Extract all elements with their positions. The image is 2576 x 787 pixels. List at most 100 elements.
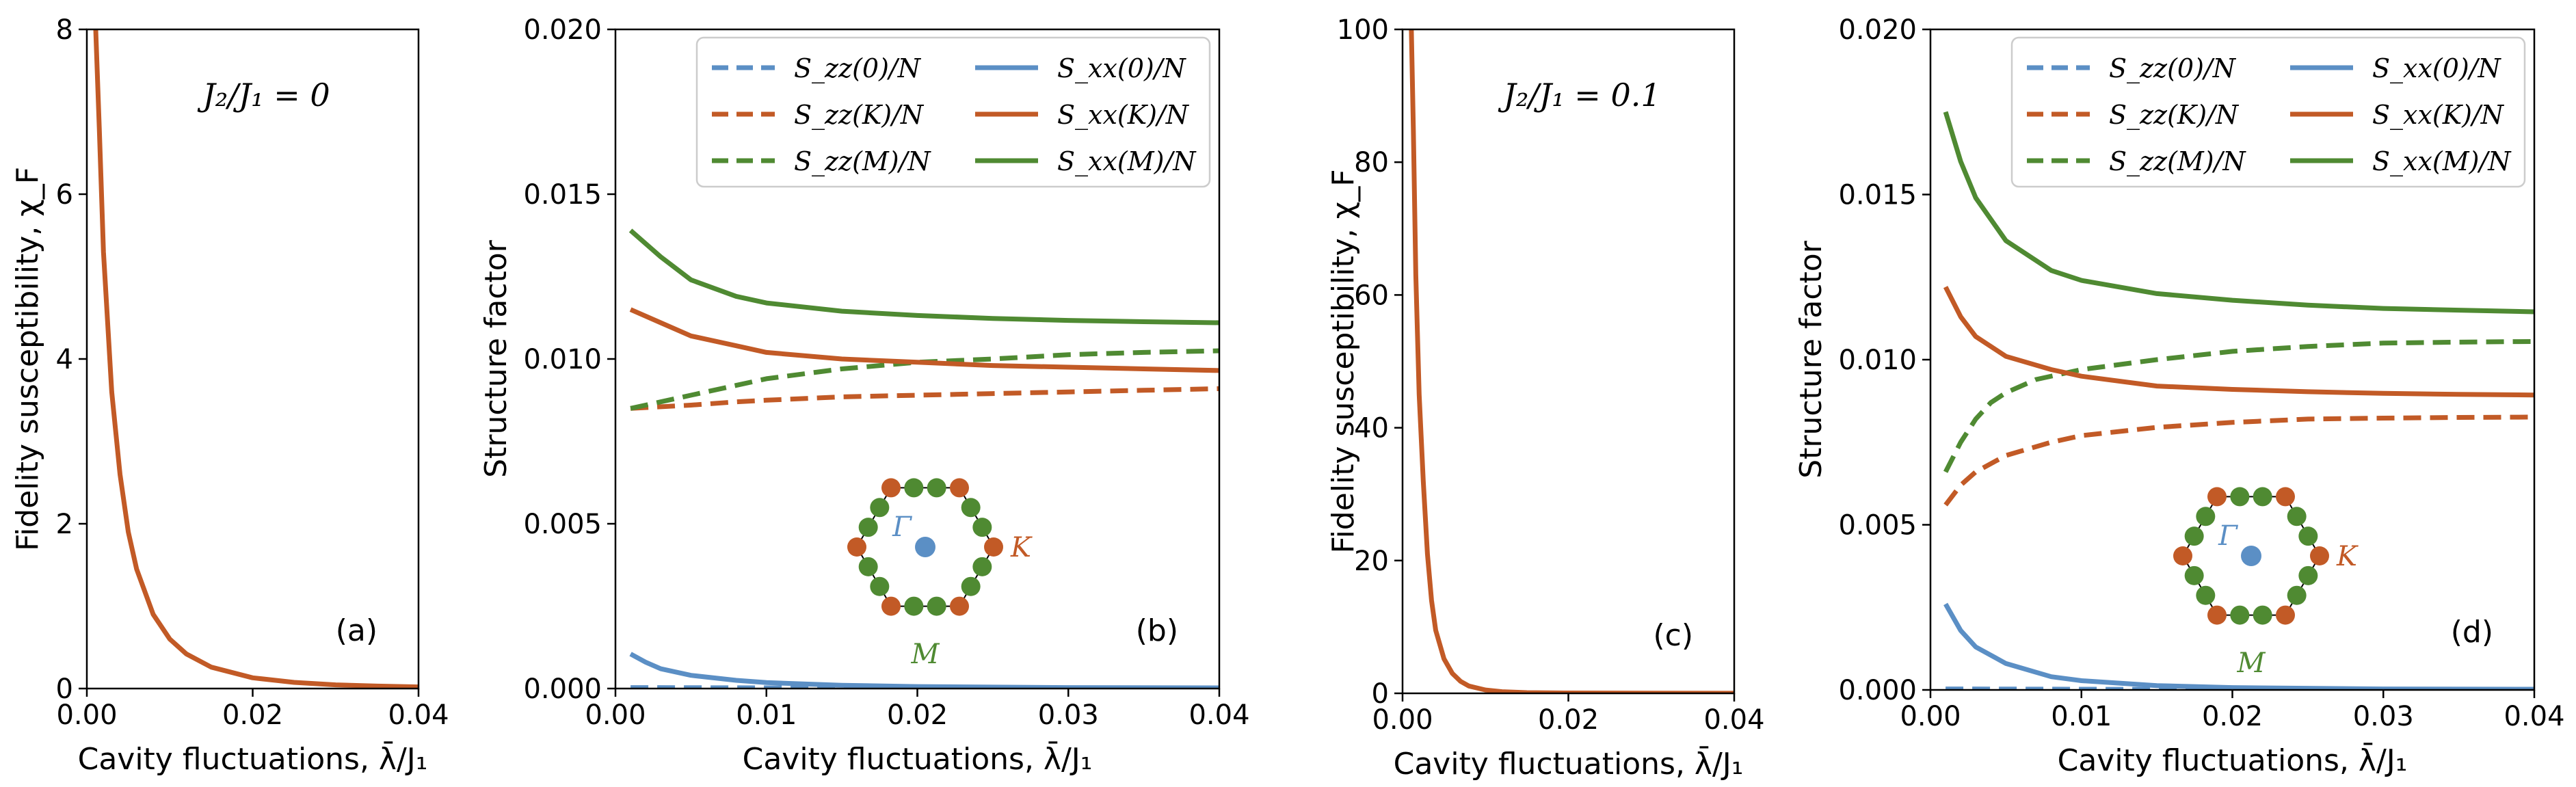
x-axis-label: Cavity fluctuations, λ̄/J₁ bbox=[743, 741, 1093, 777]
x-tick-label: 0.00 bbox=[585, 699, 646, 731]
series-line-orange-dashed bbox=[630, 386, 1219, 411]
x-axis-label: Cavity fluctuations, λ̄/J₁ bbox=[2058, 742, 2408, 778]
series-line-orange-solid bbox=[629, 307, 1219, 373]
y-tick-label: 4 bbox=[56, 344, 73, 375]
series-line-green-solid bbox=[1943, 111, 2534, 315]
y-tick-label: 8 bbox=[56, 14, 73, 46]
y-tick-label: 6 bbox=[56, 179, 73, 211]
x-tick-label: 0.01 bbox=[736, 699, 797, 731]
legend-entry: S_xx(K)/N bbox=[2372, 100, 2505, 131]
y-tick-label: 40 bbox=[1354, 413, 1389, 444]
x-tick-label: 0.02 bbox=[1538, 704, 1599, 736]
y-tick-label: 0.015 bbox=[523, 179, 602, 211]
m-point-marker bbox=[927, 596, 946, 616]
plot-area bbox=[1943, 111, 2534, 690]
brillouin-zone-inset: Γ K M bbox=[847, 478, 1033, 670]
annotation-coupling: J₂/J₁ = 0 bbox=[197, 77, 330, 114]
legend-entry: S_zz(0)/N bbox=[2109, 53, 2237, 84]
m-point-marker bbox=[858, 518, 878, 537]
legend-entry: S_zz(M)/N bbox=[2109, 146, 2246, 177]
brillouin-zone-inset: Γ K M bbox=[2173, 487, 2359, 679]
k-point-marker bbox=[984, 537, 1003, 557]
x-tick-label: 0.02 bbox=[2202, 701, 2263, 732]
m-point-marker bbox=[2298, 565, 2318, 585]
x-tick-label: 0.04 bbox=[1703, 704, 1764, 736]
m-point-marker bbox=[961, 576, 981, 596]
m-point-marker bbox=[858, 557, 878, 576]
x-tick-label: 0.02 bbox=[887, 699, 948, 731]
k-point-marker bbox=[881, 478, 901, 498]
series-line-blue-solid bbox=[1943, 602, 2534, 690]
x-tick-label: 0.03 bbox=[1038, 699, 1099, 731]
m-point-marker bbox=[2287, 585, 2307, 605]
y-tick-label: 0.000 bbox=[1838, 675, 1917, 706]
m-point-marker bbox=[2253, 487, 2272, 507]
panel-label: (b) bbox=[1136, 613, 1178, 648]
x-axis-label: Cavity fluctuations, λ̄/J₁ bbox=[1394, 745, 1744, 782]
series-line-blue-solid bbox=[629, 652, 1219, 689]
m-point-marker bbox=[2184, 526, 2204, 546]
y-tick-label: 0.005 bbox=[523, 509, 602, 540]
m-point-marker bbox=[927, 478, 946, 498]
k-point-marker bbox=[950, 596, 969, 616]
m-label: M bbox=[911, 639, 940, 670]
panel-label: (d) bbox=[2451, 615, 2493, 650]
m-point-marker bbox=[2230, 487, 2250, 507]
y-axis-label: Fidelity susceptibility, χ_F bbox=[1326, 169, 1361, 553]
legend-frame bbox=[695, 36, 1211, 188]
legend-entry: S_xx(0)/N bbox=[1057, 53, 1187, 84]
legend-entry: S_xx(K)/N bbox=[1057, 100, 1190, 131]
x-tick-label: 0.04 bbox=[388, 699, 449, 731]
y-axis-label: Structure factor bbox=[1794, 240, 1829, 478]
series-line-green-dashed bbox=[1943, 338, 2534, 473]
legend-entry: S_zz(K)/N bbox=[794, 100, 925, 131]
k-point-marker bbox=[881, 596, 901, 616]
series-line-orange-solid bbox=[93, 29, 419, 689]
series-line-orange-solid bbox=[1943, 286, 2534, 398]
m-point-marker bbox=[2196, 507, 2216, 526]
y-axis-label: Structure factor bbox=[479, 239, 514, 477]
k-point-marker bbox=[2310, 546, 2329, 565]
m-point-marker bbox=[904, 596, 924, 616]
plot-area bbox=[93, 29, 419, 689]
m-point-marker bbox=[2287, 507, 2307, 526]
m-point-marker bbox=[972, 557, 992, 576]
y-axis-label: Fidelity susceptibility, χ_F bbox=[10, 167, 45, 551]
x-tick-label: 0.03 bbox=[2353, 701, 2414, 732]
panel-a: 0.00 0.02 0.04 0 2 4 6 8 Cavity fluctuations, λ̄… bbox=[10, 14, 449, 777]
m-point-marker bbox=[870, 498, 890, 518]
k-label: K bbox=[2336, 541, 2359, 572]
k-point-marker bbox=[2276, 605, 2295, 625]
legend: S_zz(0)/N S_zz(K)/N S_zz(M)/N S_xx(0)/N S_xx… bbox=[2010, 36, 2526, 188]
x-tick-label: 0.00 bbox=[1900, 701, 1961, 732]
axes-frame bbox=[85, 28, 420, 690]
legend-entry: S_xx(0)/N bbox=[2372, 53, 2502, 84]
y-tick-label: 80 bbox=[1354, 147, 1389, 178]
y-tick-label: 0.010 bbox=[1838, 345, 1917, 376]
y-tick-label: 0.020 bbox=[523, 14, 602, 46]
series-line-green-dashed bbox=[630, 348, 1219, 411]
m-point-marker bbox=[961, 498, 981, 518]
legend-entry: S_xx(M)/N bbox=[1057, 146, 1197, 177]
y-tick-label: 60 bbox=[1354, 280, 1389, 311]
legend: S_zz(0)/N S_zz(K)/N S_zz(M)/N S_xx(0)/N S_xx… bbox=[695, 36, 1211, 188]
axes-frame bbox=[1401, 28, 1736, 695]
k-point-marker bbox=[2207, 605, 2227, 625]
k-label: K bbox=[1010, 532, 1033, 563]
k-point-marker bbox=[950, 478, 969, 498]
m-point-marker bbox=[2298, 526, 2318, 546]
gamma-point-marker bbox=[915, 537, 935, 557]
annotation-coupling: J₂/J₁ = 0.1 bbox=[1498, 77, 1660, 114]
plot-area bbox=[628, 228, 1219, 689]
panel-label: (c) bbox=[1653, 618, 1693, 653]
panel-label: (a) bbox=[336, 613, 377, 648]
y-tick-label: 0.005 bbox=[1838, 510, 1917, 542]
legend-entry: S_zz(K)/N bbox=[2109, 100, 2240, 131]
x-tick-label: 0.02 bbox=[222, 699, 283, 731]
k-point-marker bbox=[847, 537, 866, 557]
gamma-label: Γ bbox=[892, 511, 912, 543]
y-tick-label: 0.000 bbox=[523, 673, 602, 705]
k-point-marker bbox=[2207, 487, 2227, 507]
panel-c: 0.00 0.02 0.04 0 20 40 60 80 100 Cavity fluctuati… bbox=[1326, 14, 1765, 782]
